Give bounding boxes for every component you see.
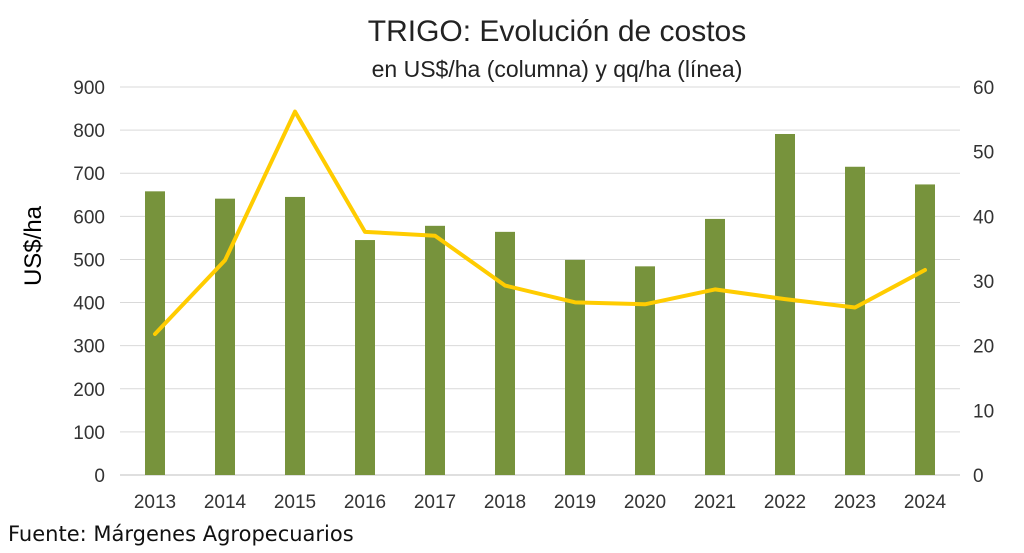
- y2-tick-label: 0: [973, 466, 984, 487]
- axes: 0 100 200 300 400 500 600 700 800 900 0 10 20 30 40 50 6…: [73, 78, 994, 513]
- line-point: [714, 288, 716, 290]
- x-tick-label: 2017: [414, 492, 456, 513]
- bar: [915, 184, 935, 476]
- bar: [565, 259, 585, 475]
- line-point: [294, 111, 296, 113]
- source-note: Fuente: Márgenes Agropecuarios: [8, 522, 354, 546]
- chart-subtitle: en US$/ha (columna) y qq/ha (línea): [372, 56, 743, 82]
- x-tick-label: 2020: [624, 492, 666, 513]
- bar: [355, 240, 375, 475]
- line-point: [854, 307, 856, 309]
- line-point: [434, 235, 436, 237]
- y2-tick-label: 10: [973, 401, 994, 422]
- y-tick-label: 800: [73, 121, 105, 142]
- y-axis-label: US$/ha: [20, 205, 47, 286]
- y2-tick-label: 20: [973, 337, 994, 358]
- bar: [635, 266, 655, 475]
- x-tick-label: 2013: [134, 492, 176, 513]
- y2-tick-label: 40: [973, 207, 994, 228]
- bar: [845, 166, 865, 475]
- line-point: [924, 269, 926, 271]
- y-tick-label: 500: [73, 250, 105, 271]
- y-tick-label: 900: [73, 78, 105, 99]
- bar: [775, 133, 795, 476]
- x-tick-label: 2015: [274, 492, 316, 513]
- gridlines: [120, 86, 960, 476]
- x-tick-label: 2018: [484, 492, 526, 513]
- bar: [285, 196, 305, 475]
- series-line: [153, 109, 927, 337]
- x-tick-label: 2022: [764, 492, 806, 513]
- x-tick-label: 2014: [204, 492, 247, 513]
- line-point: [644, 303, 646, 305]
- line-point: [224, 259, 226, 261]
- chart-title: TRIGO: Evolución de costos: [368, 15, 747, 48]
- y-tick-label: 100: [73, 423, 105, 444]
- x-tick-label: 2021: [694, 492, 736, 513]
- y-tick-label: 600: [73, 207, 105, 228]
- line-point: [504, 285, 506, 287]
- y2-tick-label: 50: [973, 143, 994, 164]
- y2-tick-label: 30: [973, 272, 994, 293]
- line-point: [364, 231, 366, 233]
- x-tick-label: 2024: [904, 492, 947, 513]
- y-tick-label: 300: [73, 337, 105, 358]
- bar: [425, 225, 445, 475]
- line-series: [153, 109, 927, 337]
- bar: [495, 231, 515, 475]
- x-tick-label: 2023: [834, 492, 876, 513]
- line-point: [154, 333, 156, 335]
- bar: [705, 218, 725, 476]
- y-tick-label: 0: [94, 466, 105, 487]
- bar: [215, 198, 235, 475]
- x-tick-label: 2019: [554, 492, 596, 513]
- line-point: [574, 301, 576, 303]
- y-tick-label: 400: [73, 294, 105, 315]
- x-tick-label: 2016: [344, 492, 386, 513]
- line-point: [784, 298, 786, 300]
- y-tick-label: 700: [73, 164, 105, 185]
- y2-tick-label: 60: [973, 78, 994, 99]
- y-tick-label: 200: [73, 380, 105, 401]
